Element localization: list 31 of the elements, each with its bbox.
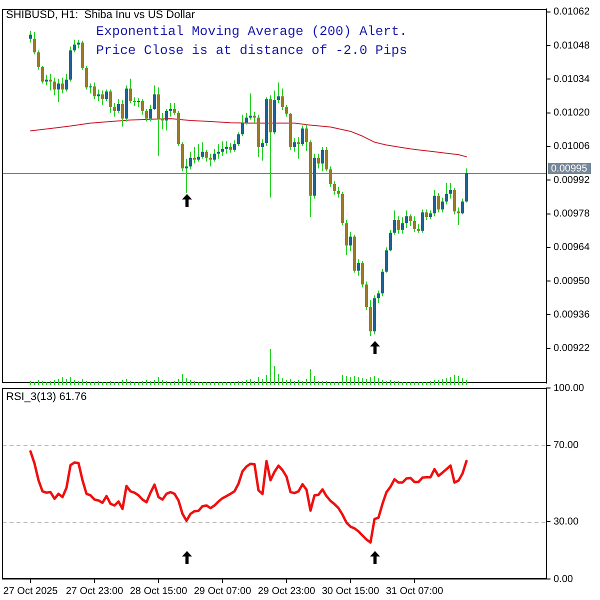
chart-title: SHIBUSD, H1: Shiba Inu vs US Dollar <box>6 9 195 22</box>
x-tick-label: 27 Oct 2025 <box>3 586 58 597</box>
x-tick-label: 31 Oct 07:00 <box>386 586 444 597</box>
ref-line-label: 0.00995 <box>551 163 588 174</box>
x-tick-label: 28 Oct 15:00 <box>130 586 188 597</box>
annotation: Price Close is at distance of -2.0 Pips <box>96 43 408 58</box>
x-tick-label: 29 Oct 23:00 <box>258 586 316 597</box>
y-tick-label: 0.00950 <box>554 276 590 287</box>
candlestick <box>249 93 252 120</box>
candlestick <box>297 137 300 159</box>
y-tick-label: 0.01048 <box>554 40 590 52</box>
chart-title: RSI_3(13) 61.76 <box>6 391 87 404</box>
y-tick-label: 0.01034 <box>554 74 590 85</box>
candlestick <box>89 84 92 94</box>
y-tick-label: 0.00936 <box>554 309 590 320</box>
y-tick-label: 70.00 <box>554 440 579 452</box>
y-tick-label: 0.00922 <box>554 343 590 354</box>
x-tick-label: 27 Oct 23:00 <box>66 586 124 597</box>
candlestick <box>185 158 188 193</box>
y-tick-label: 100.00 <box>554 382 585 394</box>
y-tick-label: 0.00 <box>554 574 574 585</box>
y-tick-label: 0.00978 <box>554 208 590 220</box>
x-tick-label: 29 Oct 07:00 <box>194 586 252 597</box>
x-tick-label: 30 Oct 15:00 <box>322 586 380 597</box>
y-tick-label: 30.00 <box>554 516 579 528</box>
y-tick-label: 0.00964 <box>554 242 590 254</box>
y-tick-label: 0.01020 <box>554 108 590 119</box>
y-tick-label: 0.00992 <box>554 174 590 186</box>
y-tick-label: 0.01062 <box>554 6 590 18</box>
y-tick-label: 0.01006 <box>554 141 590 152</box>
annotation: Exponential Moving Average (200) Alert. <box>96 24 408 40</box>
